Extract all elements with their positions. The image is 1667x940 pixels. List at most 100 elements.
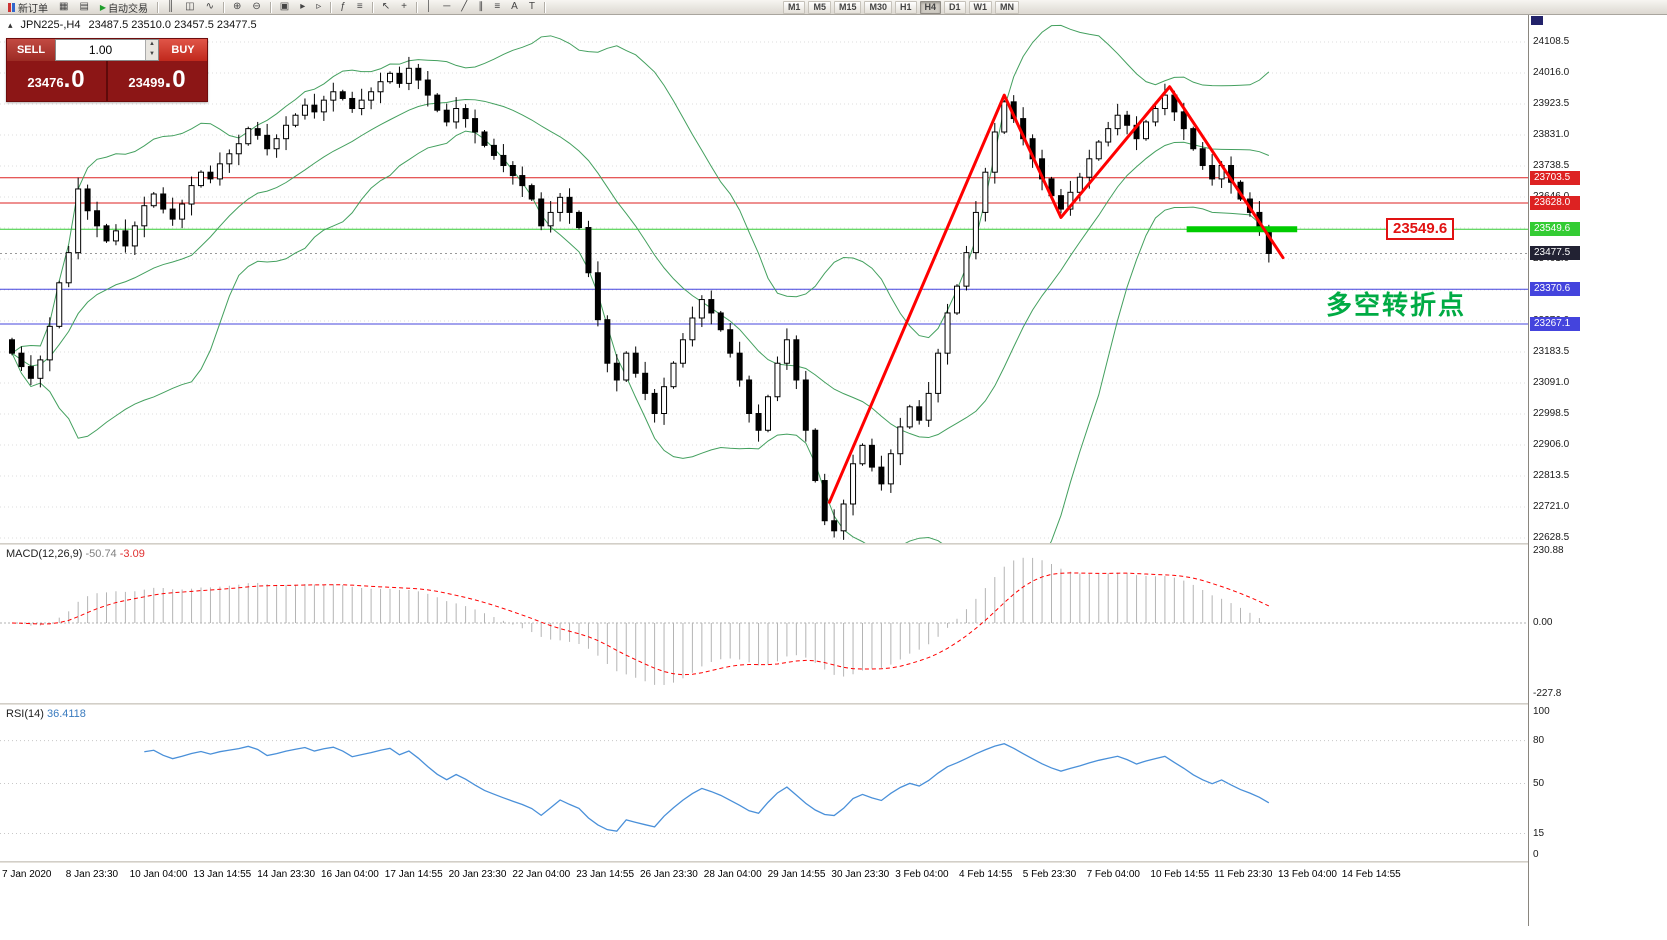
- toolbar-zoom-in-icon[interactable]: ⊕: [229, 1, 245, 14]
- timeframe-w1-button[interactable]: W1: [968, 0, 993, 14]
- main-chart-canvas[interactable]: [0, 15, 1528, 543]
- toolbar-chart-line-icon[interactable]: ∿: [202, 1, 218, 14]
- rsi-canvas[interactable]: [0, 705, 1528, 861]
- toolbar-chart-candlesticks-icon[interactable]: ◫: [181, 1, 198, 14]
- toolbar-new-order-button[interactable]: 新订单: [4, 1, 52, 15]
- timeframe-d1-button[interactable]: D1: [944, 0, 966, 14]
- time-axis-label: 16 Jan 04:00: [321, 869, 379, 880]
- toolbar-profiles-icon[interactable]: ▤: [75, 1, 92, 14]
- price-scale[interactable]: 24108.524016.023923.523831.023738.523646…: [1528, 15, 1667, 926]
- time-axis[interactable]: 7 Jan 2020 8 Jan 23:30 10 Jan 04:00 13 Jan …: [0, 863, 1528, 889]
- scale-label: 230.88: [1533, 545, 1564, 556]
- timeframe-h1-button[interactable]: H1: [895, 0, 917, 14]
- chart-symbol-period: JPN225-,H4: [20, 19, 81, 31]
- rsi-label: RSI(14) 36.4118: [6, 708, 86, 720]
- chart-windows-icon: ▦: [59, 1, 69, 12]
- toolbar-crosshair-icon[interactable]: +: [397, 1, 411, 14]
- scale-label: 24016.0: [1533, 67, 1570, 78]
- time-axis-label: 29 Jan 14:55: [767, 869, 826, 880]
- toolbar-fibonacci-icon[interactable]: ≡: [490, 1, 504, 14]
- toolbar-separator: [543, 1, 545, 13]
- pane-separator[interactable]: [0, 703, 1667, 705]
- bollinger-middle: [11, 98, 1270, 439]
- scale-label: 23738.5: [1533, 160, 1570, 171]
- scale-label: 100: [1533, 706, 1550, 717]
- toolbar-chart-windows-icon[interactable]: ▦: [55, 1, 72, 14]
- tile-windows-icon: ▣: [279, 1, 290, 12]
- toolbar-tile-windows-icon[interactable]: ▣: [276, 1, 293, 14]
- toolbar-zoom-out-icon[interactable]: ⊖: [248, 1, 264, 14]
- time-axis-label: 13 Feb 04:00: [1278, 869, 1337, 880]
- pane-separator[interactable]: [0, 543, 1667, 545]
- buy-price-display: 23499.0: [128, 66, 187, 93]
- toolbar-vertical-line-icon[interactable]: │: [422, 1, 436, 14]
- macd-pane[interactable]: MACD(12,26,9) -50.74 -3.09: [0, 545, 1528, 703]
- play-icon: ▶: [99, 2, 107, 12]
- toolbar-indicators-icon[interactable]: ƒ: [336, 1, 350, 14]
- macd-canvas[interactable]: [0, 545, 1528, 703]
- toolbar-auto-trading-button[interactable]: ▶ 自动交易: [96, 1, 152, 15]
- toolbar-objects-list-icon[interactable]: ≡: [353, 1, 367, 14]
- scale-label: 24108.5: [1533, 36, 1570, 47]
- macd-signal-line: [11, 572, 1270, 676]
- volume-input[interactable]: [56, 40, 145, 60]
- time-axis-label: 13 Jan 14:55: [193, 869, 252, 880]
- toolbar-text-icon[interactable]: A: [507, 1, 522, 14]
- timeframe-m1-button[interactable]: M1: [782, 0, 806, 14]
- trendline-icon: ╱: [461, 1, 468, 12]
- one-click-collapse-toggle[interactable]: ▴: [8, 19, 13, 30]
- timeframe-m30-button[interactable]: M30: [864, 0, 892, 14]
- toolbar-chart-bars-icon[interactable]: ║: [163, 1, 178, 14]
- price-callout-box[interactable]: 23549.6: [1386, 218, 1455, 240]
- time-axis-label: 7 Feb 04:00: [1086, 869, 1140, 880]
- toolbar-separator: [223, 1, 224, 13]
- text-icon: A: [511, 1, 518, 12]
- scale-label: 50: [1533, 777, 1545, 789]
- chart-shift-icon: ▹: [316, 1, 322, 12]
- toolbar-separator: [415, 1, 417, 13]
- scale-label: 22998.5: [1533, 408, 1570, 419]
- zigzag-trend-annotation[interactable]: [827, 85, 1285, 504]
- timeframe-h4-button[interactable]: H4: [919, 0, 942, 14]
- main-chart-pane[interactable]: ▴ JPN225-,H4 23487.5 23510.0 23457.5 234…: [0, 15, 1528, 543]
- time-axis-label: 5 Feb 23:30: [1022, 869, 1077, 880]
- toolbar-chart-shift-icon[interactable]: ▹: [312, 1, 325, 14]
- timeframe-m5-button[interactable]: M5: [808, 0, 831, 14]
- time-axis-label: 7 Jan 2020: [2, 869, 52, 880]
- buy-button[interactable]: BUY: [159, 39, 207, 61]
- toolbar-cursor-icon[interactable]: ↖: [378, 1, 394, 14]
- pane-separator[interactable]: [0, 861, 1667, 863]
- chart-title: ▴ JPN225-,H4 23487.5 23510.0 23457.5 234…: [8, 19, 257, 31]
- scale-label: 22628.5: [1533, 532, 1570, 543]
- auto-trading-label: 自动交易: [108, 3, 149, 15]
- horizontal-line-icon: ─: [443, 1, 451, 12]
- time-axis-label: 26 Jan 23:30: [640, 869, 698, 880]
- toolbar-horizontal-line-icon[interactable]: ─: [439, 1, 454, 14]
- toolbar-text-label-icon[interactable]: T: [525, 1, 539, 14]
- volume-up-button[interactable]: ▲: [146, 40, 158, 50]
- sell-button[interactable]: SELL: [7, 39, 55, 61]
- scale-label: 15: [1533, 827, 1545, 839]
- volume-down-button[interactable]: ▼: [146, 50, 158, 60]
- time-axis-label: 20 Jan 23:30: [448, 869, 507, 880]
- rsi-line: [144, 743, 1270, 832]
- new-order-candles-icon: [8, 2, 15, 12]
- new-order-label: 新订单: [18, 3, 48, 15]
- price-tag: 23477.5: [1530, 246, 1580, 261]
- rsi-pane[interactable]: RSI(14) 36.4118: [0, 705, 1528, 861]
- chart-ohlc-values: 23487.5 23510.0 23457.5 23477.5: [88, 19, 257, 31]
- toolbar-trendline-icon[interactable]: ╱: [457, 1, 471, 14]
- chart-candlesticks-icon: ◫: [185, 1, 195, 12]
- scale-label: 0.00: [1533, 617, 1553, 628]
- cursor-icon: ↖: [381, 1, 391, 12]
- timeframe-mn-button[interactable]: MN: [995, 0, 1020, 14]
- timeframe-m15-button[interactable]: M15: [833, 0, 862, 14]
- price-tag: 23549.6: [1530, 222, 1580, 237]
- equidistant-channel-icon: ∥: [478, 1, 484, 12]
- vertical-line-icon: │: [425, 1, 433, 12]
- scale-label: 22721.0: [1533, 501, 1570, 512]
- toolbar-equidistant-channel-icon[interactable]: ∥: [474, 1, 487, 14]
- toolbar-auto-scroll-icon[interactable]: ▸: [296, 1, 309, 14]
- turning-point-annotation[interactable]: 多空转折点: [1326, 290, 1467, 320]
- scale-label: 22813.5: [1533, 470, 1570, 481]
